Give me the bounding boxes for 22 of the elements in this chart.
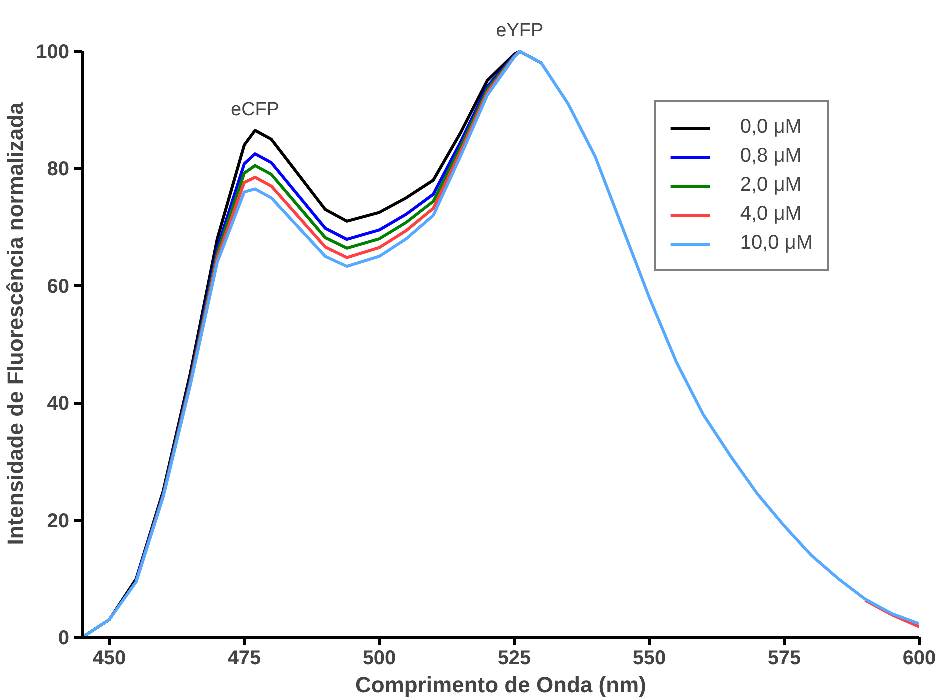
legend-label: 4,0 μM [740,203,802,226]
x-tick-label: 475 [228,648,262,670]
x-tick-label: 500 [362,648,396,670]
x-tick-label: 450 [92,648,126,670]
legend-label: 10,0 μM [740,232,813,255]
x-axis-title: Comprimento de Onda (nm) [356,672,646,698]
x-tick-label: 550 [632,648,666,670]
x-tick-label: 525 [498,648,532,670]
legend-label: 0,0 μM [740,116,802,139]
y-axis-title: Intensidade de Fluorescência normalizada [3,102,28,546]
legend-label: 2,0 μM [740,174,802,197]
legend-label: 0,8 μM [740,145,802,168]
y-tick-label: 60 [47,276,70,298]
x-tick-label: 575 [768,648,802,670]
y-tick-label: 80 [47,158,70,181]
y-tick-label: 20 [47,510,70,532]
annotation: eCFP [231,100,280,121]
y-tick-label: 100 [36,42,70,64]
annotation: eYFP [496,20,544,42]
x-tick-label: 600 [902,648,936,670]
y-tick-label: 40 [47,393,70,416]
y-tick-label: 0 [58,628,70,650]
